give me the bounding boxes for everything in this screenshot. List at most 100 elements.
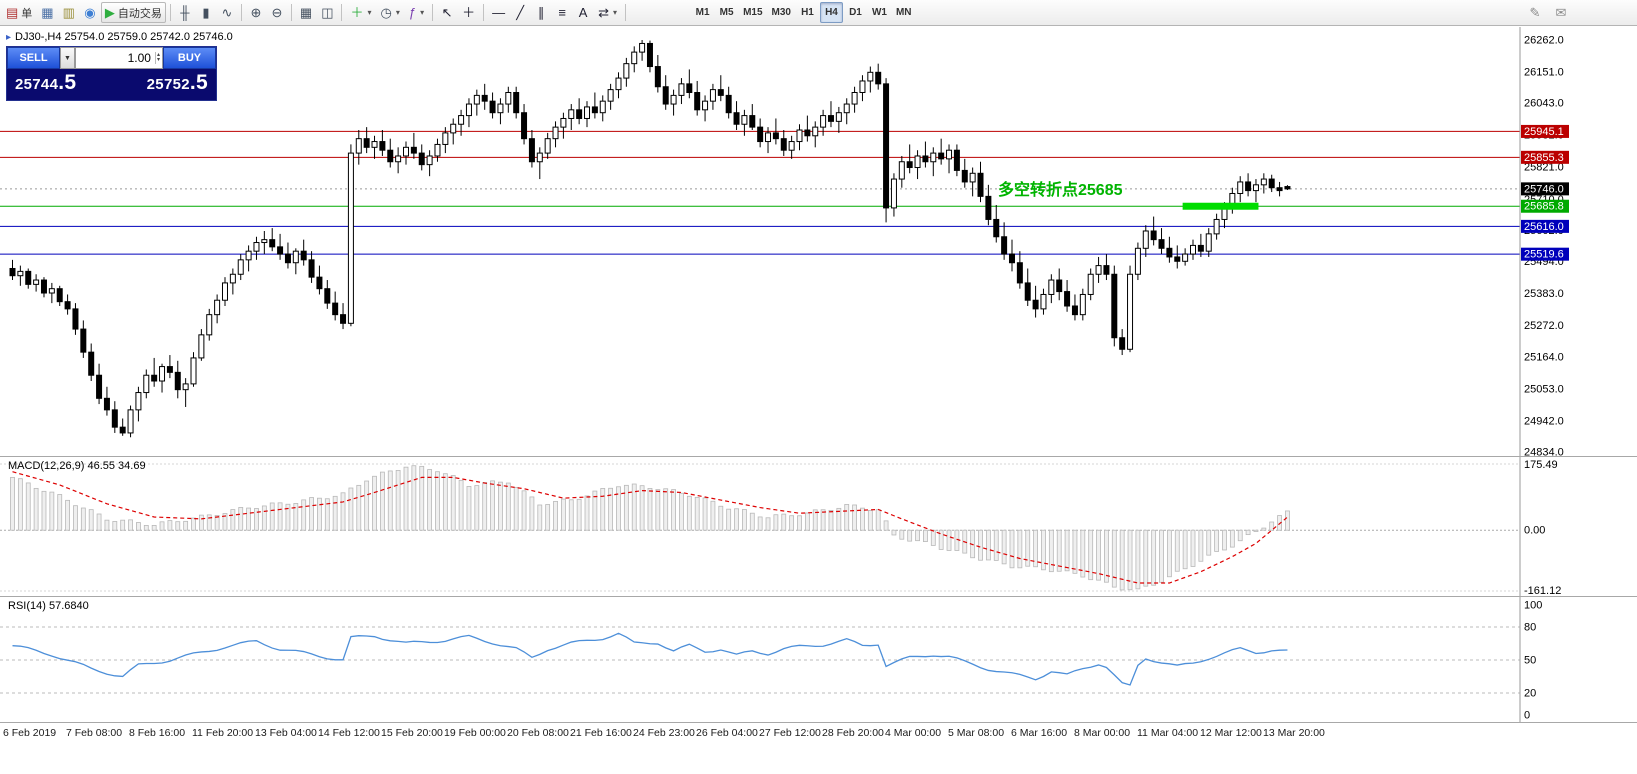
rsi-line [12,632,1288,686]
mail-icon[interactable]: ✉ [1551,2,1571,23]
candle-body [631,51,638,65]
pivot-annotation-text[interactable]: 多空转折点25685 [998,182,1123,199]
timeframe-M1[interactable]: M1 [695,7,710,18]
charts-window-icon[interactable]: ▦ [37,2,57,23]
candle-body [812,126,819,137]
ohlc-bars-icon[interactable]: ╫ [175,2,195,23]
candle-body [615,77,622,91]
trendline-icon[interactable]: ╱ [510,2,530,23]
macd-bar [136,522,141,531]
macd-bar [529,496,535,531]
volume-stepper[interactable]: ▴ ▾ [154,52,161,64]
autotrading-button[interactable]: ▶ 自动交易 [100,2,166,23]
macd-bar [57,494,63,531]
macd-label: MACD(12,26,9) 46.55 34.69 [8,460,146,472]
candle-body [843,103,850,114]
time-label: 12 Mar 12:00 [1200,727,1262,739]
candle-body [835,112,842,122]
trendline-icon-glyph: ╱ [516,5,525,20]
pivot-highlight-segment[interactable] [1182,202,1259,210]
candle-body [72,308,79,330]
candle-body [757,126,764,143]
dropdown-arrow-icon[interactable]: ▾ [367,8,372,17]
timeframe-M15[interactable]: M15 [743,7,763,18]
macd-bar [1245,529,1251,536]
macd-bar [647,488,653,531]
candle-body [1213,218,1220,235]
timeframe-MN[interactable]: MN [895,7,912,18]
buy-button[interactable]: BUY [163,47,216,69]
macd-bar [742,509,747,531]
macd-bar [293,503,299,531]
periods-glyph: ◷ [380,5,392,20]
macd-bar [1237,529,1243,542]
macd-bar [860,507,865,531]
macd-bar [694,496,700,531]
candle-body [127,409,134,434]
candle-body [1166,247,1173,258]
tile-windows-icon[interactable]: ▦ [296,2,316,23]
stepper-up-icon[interactable]: ▴ [156,52,160,58]
macd-plot[interactable]: 175.49 0.00 -161.12 [0,457,1637,596]
zoom-in-icon[interactable]: ⊕ [246,2,266,23]
timeframe-M30[interactable]: M30 [771,7,791,18]
stepper-down-icon[interactable]: ▾ [156,57,160,63]
candle-body [552,126,559,140]
macd-bar [655,489,661,531]
candlestick-icon[interactable]: ▮ [196,2,216,23]
one-click-trading-panel: SELL ▼ 1.00 ▴ ▾ BUY 25744.5 25752.5 [6,46,217,101]
time-label: 4 Mar 00:00 [885,727,942,739]
macd-bar [167,520,173,531]
periods-button[interactable]: ◷ ▾ [377,2,404,23]
candle-body [898,161,905,180]
new-chart-button[interactable]: ＋ ▾ [346,2,375,23]
cursor-icon[interactable]: ↖ [437,2,457,23]
channel-icon[interactable]: ∥ [531,2,551,23]
macd-bar [49,491,55,531]
indicators-button[interactable]: ƒ ▾ [405,2,428,23]
timeframe-H4[interactable]: H4 [819,2,843,23]
text-tool-icon[interactable]: A [573,2,593,23]
price-badge-label: 25855.3 [1524,152,1564,164]
help-icon[interactable]: ◉ [80,2,100,23]
buy-price-frac: .5 [189,71,208,94]
new-order-button[interactable]: ▤ 单 [2,2,36,23]
macd-bar [1190,529,1196,567]
candlestick-chart[interactable]: 26262.026151.026043.025932.025821.025710… [0,27,1637,456]
macd-bar [946,529,952,551]
macd-bar [309,497,314,531]
horizontal-line-icon[interactable]: — [488,2,509,23]
candle-body [717,89,724,96]
candle-body [599,100,606,114]
crosshair-icon[interactable]: ＋ [458,2,479,23]
macd-bar [143,525,149,531]
volume-dropdown-button[interactable]: ▼ [60,47,75,69]
candle-body [772,132,779,140]
market-watch-icon[interactable]: ▥ [59,2,79,23]
volume-input[interactable]: 1.00 ▴ ▾ [75,47,163,69]
rsi-plot[interactable]: 100 80 50 20 0 [0,597,1637,722]
timeframe-W1[interactable]: W1 [871,7,887,18]
zoom-out-icon[interactable]: ⊖ [267,2,287,23]
line-chart-icon[interactable]: ∿ [217,2,237,23]
candle-body [867,71,874,82]
timeframe-H1[interactable]: H1 [801,7,814,18]
dropdown-arrow-icon[interactable]: ▾ [395,8,400,17]
dropdown-arrow-icon[interactable]: ▾ [420,8,425,17]
macd-bar [261,505,267,531]
cascade-windows-icon[interactable]: ◫ [317,2,337,23]
candle-body [151,374,158,382]
sell-button[interactable]: SELL [7,47,60,69]
price-badge [1521,150,1569,164]
fibonacci-icon[interactable]: ≡ [552,2,572,23]
macd-bar [804,512,810,531]
candle-body [1197,244,1204,252]
timeframe-M5[interactable]: M5 [719,7,734,18]
toolbar-separator [290,4,292,21]
timeframe-D1[interactable]: D1 [849,7,862,18]
candle-body [1119,337,1126,350]
macd-bar [978,529,983,561]
edit-icon[interactable]: ✎ [1525,2,1545,23]
arrows-tool-icon[interactable]: ⇄ ▾ [594,2,621,23]
dropdown-arrow-icon[interactable]: ▾ [613,8,618,17]
